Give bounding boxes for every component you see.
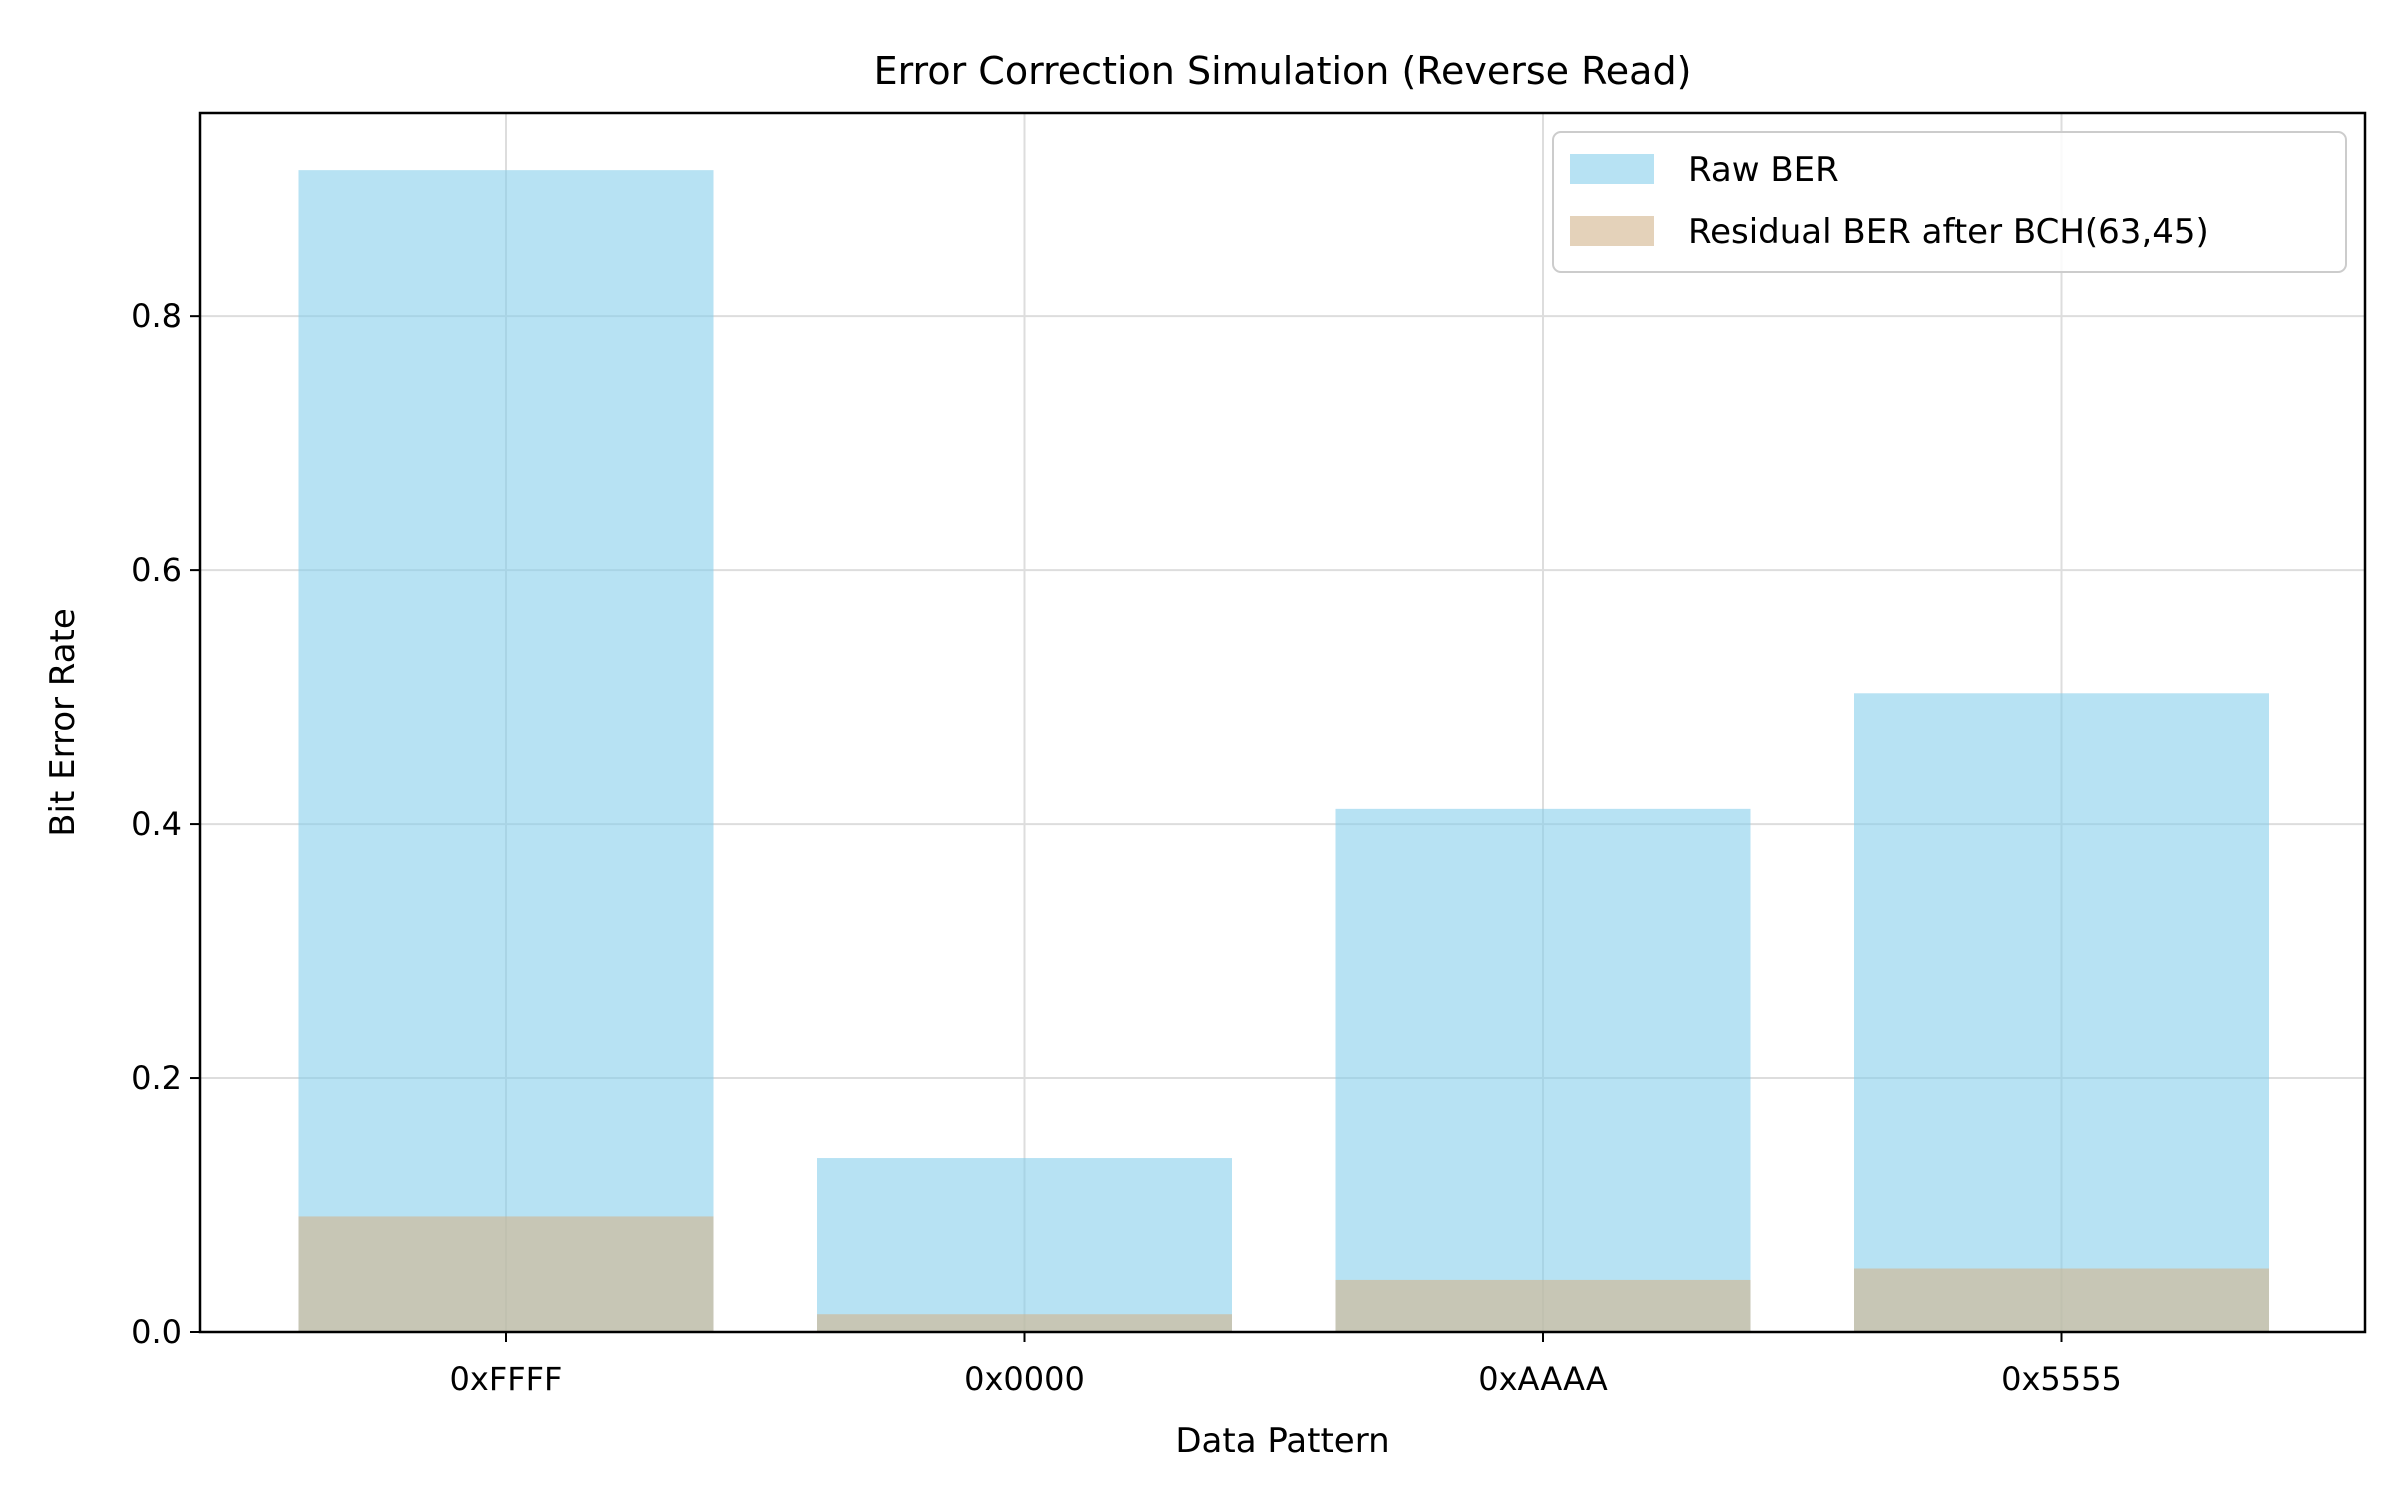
y-tick-label: 0.8 bbox=[131, 297, 182, 335]
x-tick-label: 0xFFFF bbox=[450, 1360, 563, 1398]
residual-ber-bar bbox=[817, 1314, 1232, 1332]
y-tick-label: 0.2 bbox=[131, 1059, 182, 1097]
x-tick-label: 0x0000 bbox=[964, 1360, 1085, 1398]
raw-ber-bar bbox=[1335, 808, 1751, 1332]
x-tick-label: 0x5555 bbox=[2001, 1360, 2122, 1398]
raw-ber-bar bbox=[817, 1158, 1232, 1332]
residual-ber-bar bbox=[1335, 1279, 1751, 1332]
y-axis-label: Bit Error Rate bbox=[43, 608, 83, 837]
legend-box bbox=[1552, 131, 2347, 273]
x-tick-label: 0xAAAA bbox=[1478, 1360, 1608, 1398]
legend-label: Residual BER after BCH(63,45) bbox=[1688, 212, 2209, 252]
ticks-layer: 0.0 0.2 0.4 0.6 0.8 0xFFFF 0x0000 0xAAAA 0x5555 bbox=[131, 297, 2122, 1398]
bars-layer bbox=[298, 170, 2269, 1332]
legend-swatch bbox=[1570, 154, 1654, 184]
y-tick-label: 0.4 bbox=[131, 805, 182, 843]
residual-ber-bar bbox=[1854, 1268, 2269, 1332]
legend: Raw BER Residual BER after BCH(63,45) bbox=[1552, 131, 2347, 273]
raw-ber-bar bbox=[1854, 693, 2269, 1332]
x-axis-label: Data Pattern bbox=[1175, 1421, 1389, 1461]
residual-ber-bar bbox=[298, 1216, 714, 1332]
legend-label: Raw BER bbox=[1688, 150, 1839, 190]
legend-swatch bbox=[1570, 216, 1654, 246]
raw-ber-bar bbox=[298, 170, 714, 1332]
chart-title: Error Correction Simulation (Reverse Rea… bbox=[874, 49, 1692, 93]
y-tick-label: 0.6 bbox=[131, 551, 182, 589]
plot-frame bbox=[198, 111, 2367, 1334]
y-tick-label: 0.0 bbox=[131, 1313, 182, 1351]
